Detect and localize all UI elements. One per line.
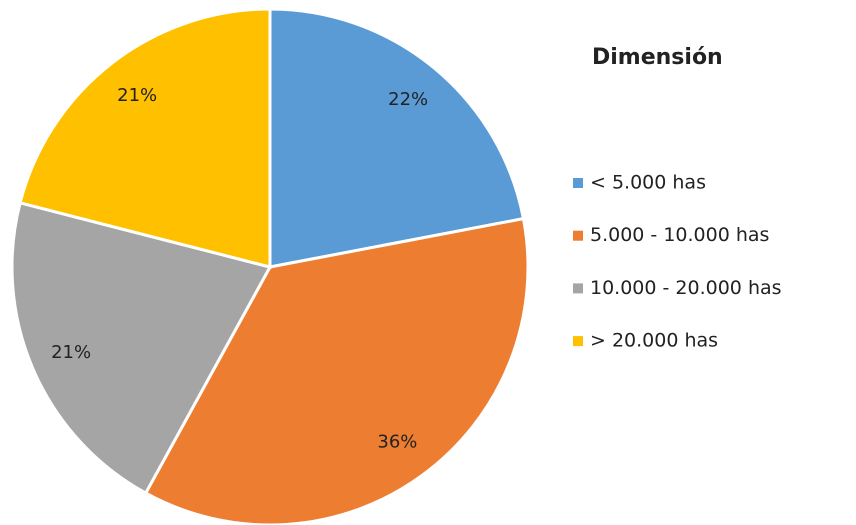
legend-label: 5.000 - 10.000 has bbox=[590, 224, 769, 246]
legend-swatch bbox=[573, 178, 583, 188]
pie-slice bbox=[268, 7, 526, 269]
legend-swatch bbox=[573, 230, 583, 241]
pie-slice bbox=[18, 7, 272, 269]
data-label: 22% bbox=[388, 89, 428, 110]
legend-swatch bbox=[573, 336, 583, 347]
legend-swatch bbox=[573, 283, 583, 294]
data-label: 21% bbox=[51, 342, 91, 363]
legend-label: 10.000 - 20.000 has bbox=[590, 277, 782, 299]
pie-slice bbox=[143, 216, 530, 525]
data-label: 36% bbox=[377, 431, 417, 452]
legend-label: < 5.000 has bbox=[590, 172, 706, 194]
legend-title: Dimensión bbox=[592, 45, 723, 70]
pie-slice bbox=[10, 201, 273, 496]
legend-label: > 20.000 has bbox=[590, 330, 718, 352]
data-label: 21% bbox=[117, 85, 157, 106]
